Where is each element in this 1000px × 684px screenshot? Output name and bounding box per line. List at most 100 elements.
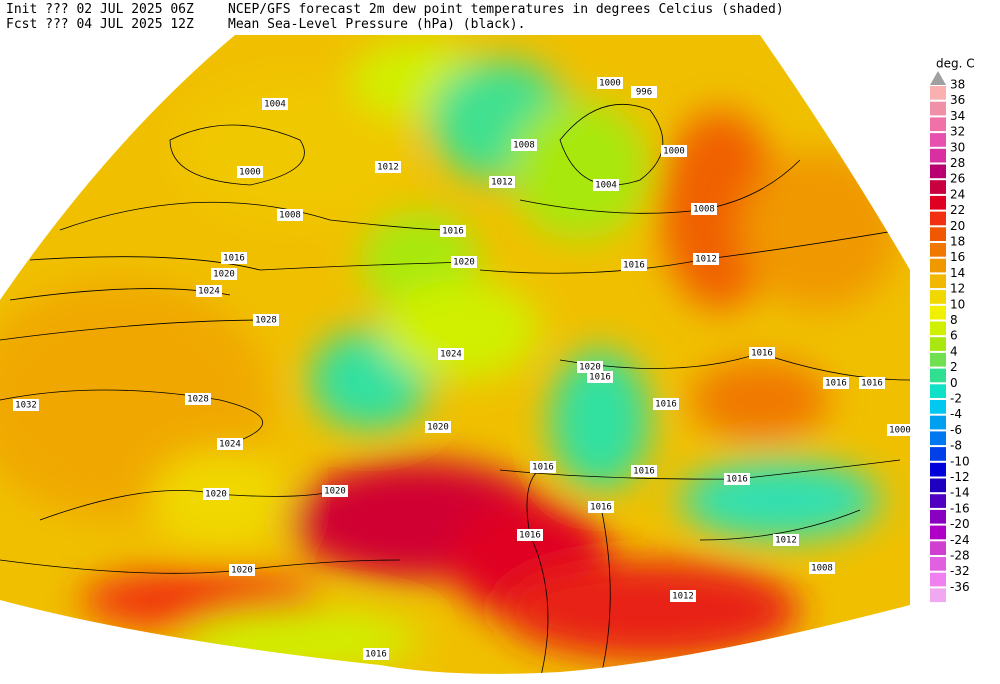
isobar-label-bg: [859, 377, 885, 389]
isobar-label-bg: [262, 98, 288, 110]
colorbar-box: [930, 557, 946, 571]
isobar-label: 1020: [205, 490, 227, 500]
isobar-label: 996: [636, 88, 652, 98]
isobar-label: 1020: [427, 423, 449, 433]
isobar-label: 1008: [279, 211, 301, 221]
colorbar-box: [930, 337, 946, 351]
isobar-label-bg: [593, 179, 619, 191]
colorbar-box: [930, 86, 946, 100]
isobar-label-bg: [887, 424, 913, 436]
colorbar-box: [930, 117, 946, 132]
isobar-label: 1028: [187, 395, 209, 405]
isobar-label: 1008: [513, 141, 535, 151]
isobar-label: 1012: [377, 163, 399, 173]
isobar-label-bg: [724, 473, 750, 485]
isobar-label: 1016: [655, 400, 677, 410]
colorbar-box: [930, 494, 946, 508]
colorbar-label: -28: [950, 549, 970, 563]
isobar-label-bg: [597, 77, 623, 89]
colorbar-above: [930, 71, 946, 85]
isobar-label-bg: [670, 590, 696, 602]
colorbar-label: 18: [950, 235, 965, 249]
isobar-label: 1024: [219, 440, 241, 450]
init-time: Init ??? 02 JUL 2025 06Z: [6, 2, 194, 17]
colorbar-label: 36: [950, 93, 965, 107]
forecast-time: Fcst ??? 04 JUL 2025 12Z: [6, 17, 194, 32]
isobar-label: 1020: [324, 487, 346, 497]
map-subtitle: Mean Sea-Level Pressure (hPa) (black).: [228, 17, 525, 32]
colorbar-box: [930, 180, 946, 194]
colorbar-box: [930, 384, 946, 398]
isobar-label: 1016: [633, 467, 655, 477]
colorbar-box: [930, 133, 946, 147]
colorbar-label: -4: [950, 407, 962, 421]
colorbar-box: [930, 400, 946, 414]
colorbar-label: 26: [950, 172, 965, 186]
isobar-label: 1024: [440, 350, 462, 360]
colorbar-box: [930, 415, 946, 430]
colorbar-label: 6: [950, 329, 958, 343]
colorbar-unit: deg. C: [936, 57, 975, 71]
isobar-label: 1032: [15, 401, 37, 411]
colorbar-label: 20: [950, 219, 965, 233]
isobar-label: 1020: [231, 566, 253, 576]
isobar-label: 1016: [365, 650, 387, 660]
colorbar-label: -14: [950, 486, 970, 500]
isobar-label: 1004: [264, 100, 286, 110]
isobar-label: 1000: [239, 168, 261, 178]
isobar-label: 1016: [590, 503, 612, 513]
isobar-label-bg: [375, 161, 401, 173]
isobar-label: 1012: [672, 592, 694, 602]
isobar-label-bg: [621, 259, 647, 271]
isobar-label-bg: [203, 488, 229, 500]
colorbar-box: [930, 541, 946, 555]
isobar-label: 1000: [663, 147, 685, 157]
isobar-label-bg: [809, 562, 835, 574]
colorbar-box: [930, 290, 946, 304]
isobar-label: 1004: [595, 181, 617, 191]
isobar-label-bg: [517, 529, 543, 541]
isobar-label-bg: [211, 268, 237, 280]
isobar-label-bg: [530, 461, 556, 473]
colorbar-box: [930, 588, 946, 603]
colorbar-label: 24: [950, 187, 965, 201]
isobar-label: 1016: [519, 531, 541, 541]
colorbar-label: 30: [950, 140, 965, 154]
map-title: NCEP/GFS forecast 2m dew point temperatu…: [228, 2, 784, 17]
colorbar-box: [930, 478, 946, 493]
colorbar-label: 10: [950, 297, 965, 311]
isobar-label: 1016: [442, 227, 464, 237]
isobar-label: 1028: [255, 316, 277, 326]
colorbar-box: [930, 227, 946, 241]
isobar-label-bg: [322, 485, 348, 497]
colorbar-label: 28: [950, 156, 965, 170]
colorbar-box: [930, 431, 946, 446]
isobar-label-bg: [773, 534, 799, 546]
colorbar-box: [930, 572, 946, 587]
isobar-label: 1016: [751, 349, 773, 359]
colorbar-label: 14: [950, 266, 965, 280]
isobar-label: 1024: [198, 287, 220, 297]
colorbar-label: 8: [950, 313, 958, 327]
isobar-label-bg: [631, 465, 657, 477]
isobar-label-bg: [588, 501, 614, 513]
isobar-label-bg: [363, 648, 389, 660]
isobar-label-bg: [277, 209, 303, 221]
isobar-label-bg: [196, 285, 222, 297]
isobar-label-bg: [451, 256, 477, 268]
isobar-label-bg: [440, 225, 466, 237]
colorbar-box: [930, 148, 946, 163]
isobar-label-bg: [577, 361, 603, 373]
colorbar-label: -12: [950, 470, 970, 484]
colorbar-label: 2: [950, 360, 958, 374]
colorbar-box: [930, 352, 946, 367]
isobar-label-bg: [438, 348, 464, 360]
colorbar-box: [930, 258, 946, 273]
isobar-label-bg: [229, 564, 255, 576]
isobar-label-bg: [221, 252, 247, 264]
isobar-label-bg: [185, 393, 211, 405]
isobar-label: 1020: [579, 363, 601, 373]
colorbar-label: 38: [950, 78, 965, 92]
colorbar-label: 0: [950, 376, 958, 390]
isobar-label-bg: [653, 398, 679, 410]
